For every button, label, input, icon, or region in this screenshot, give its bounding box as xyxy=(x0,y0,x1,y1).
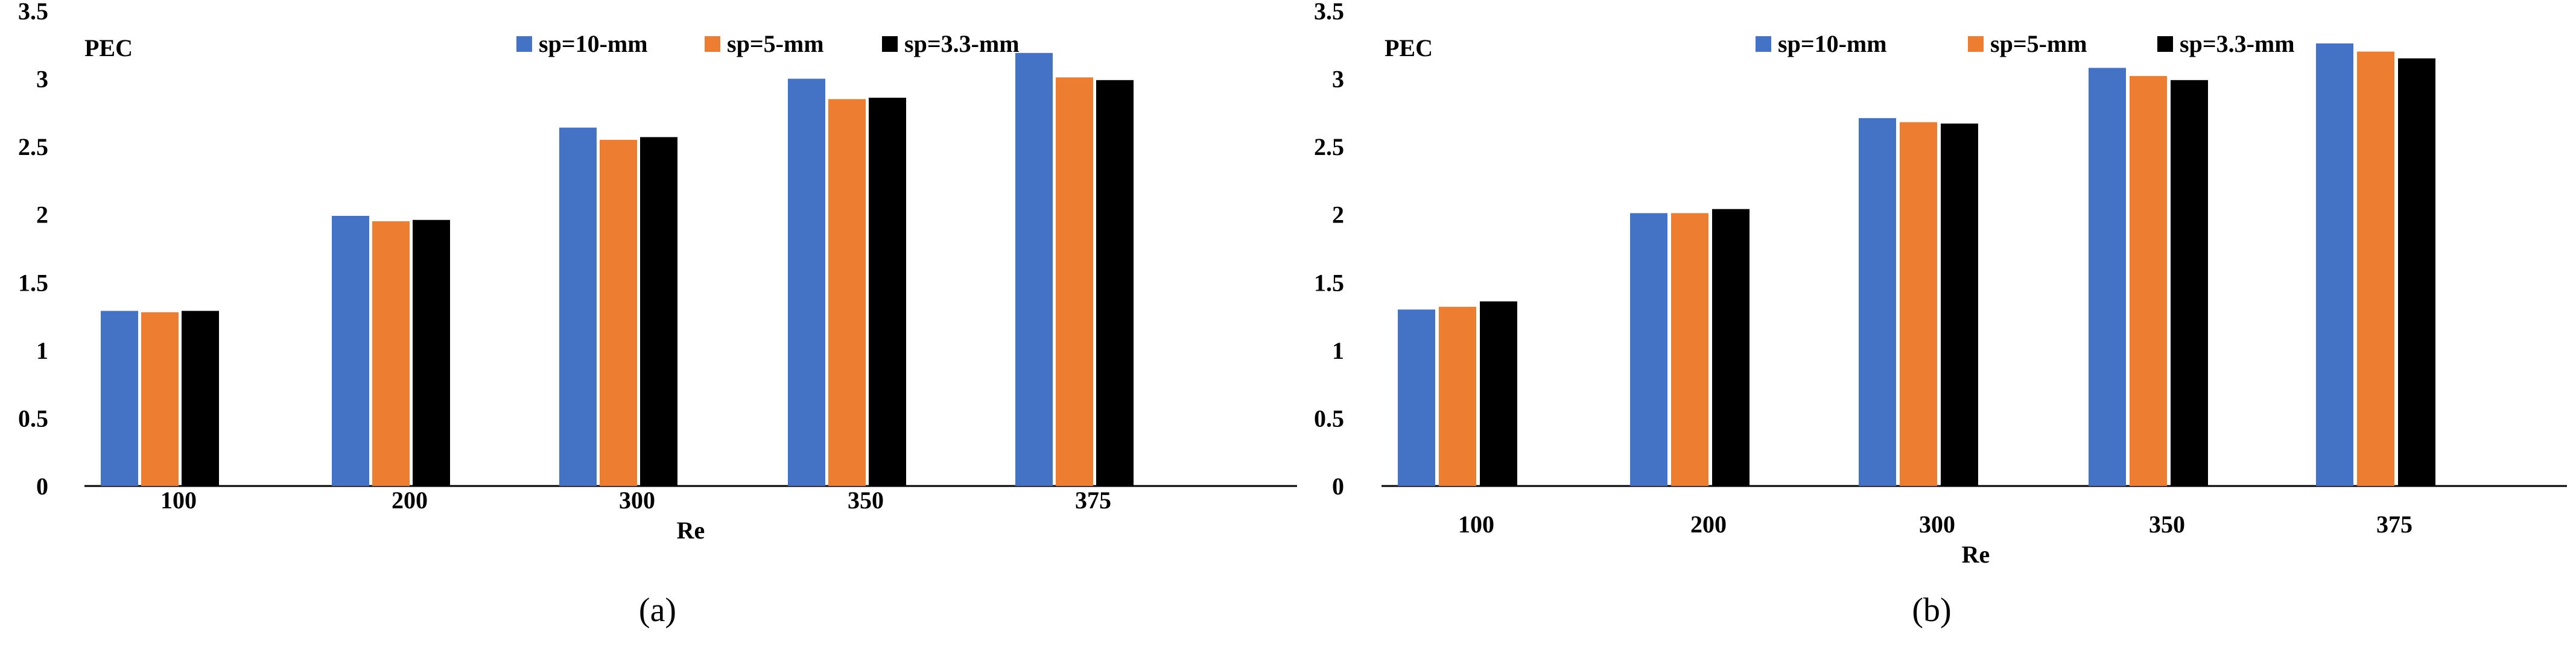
chart-b-xlabel: Re xyxy=(1962,541,1990,568)
chart-a-bar-350-sp=5-mm xyxy=(828,99,866,487)
chart-a-ylabel: PEC xyxy=(84,34,133,62)
chart-b-legend-swatch-0 xyxy=(1756,36,1771,52)
chart-b-bar-100-sp=5-mm xyxy=(1439,306,1476,486)
chart-b-xtick-3: 350 xyxy=(2149,511,2185,538)
chart-a-bar-200-sp=5-mm xyxy=(372,221,410,486)
chart-a-xlabel: Re xyxy=(677,517,705,544)
chart-b-bar-375-sp=5-mm xyxy=(2357,51,2394,487)
chart-b-legend-label-0: sp=10-mm xyxy=(1778,30,1887,57)
chart-b-bar-375-sp=3.3-mm xyxy=(2398,58,2435,487)
chart-b-bar-100-sp=10-mm xyxy=(1398,309,1435,486)
chart-b-ytick-0: 0 xyxy=(1332,473,1344,500)
chart-b-xtick-0: 100 xyxy=(1458,511,1494,538)
chart-a-xtick-1: 200 xyxy=(392,487,428,514)
chart-b-caption: (b) xyxy=(1912,592,1951,629)
chart-b-ytick-5: 2.5 xyxy=(1314,133,1344,160)
chart-b-xticks: 100 200 300 350 375 xyxy=(1458,511,2413,538)
chart-a-legend-swatch-2 xyxy=(882,36,898,52)
chart-a: PEC Re (a) 0 0.5 1 1.5 2 2.5 3 3.5 100 2… xyxy=(18,0,1297,629)
chart-b-xtick-4: 375 xyxy=(2376,511,2413,538)
chart-a-xtick-2: 300 xyxy=(619,487,655,514)
chart-a-bar-350-sp=3.3-mm xyxy=(869,98,906,486)
chart-a-bar-375-sp=3.3-mm xyxy=(1096,80,1134,486)
chart-a-xtick-3: 350 xyxy=(848,487,884,514)
chart-a-ytick-2: 1 xyxy=(36,337,48,364)
chart-a-xtick-4: 375 xyxy=(1075,487,1111,514)
chart-a-legend: sp=10-mm sp=5-mm sp=3.3-mm xyxy=(516,30,1020,57)
chart-b-bar-300-sp=5-mm xyxy=(1900,122,1937,487)
chart-a-bar-375-sp=5-mm xyxy=(1056,77,1093,486)
chart-a-ytick-6: 3 xyxy=(36,66,48,93)
chart-a-ytick-4: 2 xyxy=(36,201,48,229)
chart-a-xticks: 100 200 300 350 375 xyxy=(160,487,1111,514)
chart-a-legend-label-1: sp=5-mm xyxy=(727,30,824,57)
chart-a-ytick-3: 1.5 xyxy=(18,269,48,296)
chart-a-legend-label-0: sp=10-mm xyxy=(539,30,648,57)
chart-a-bar-100-sp=10-mm xyxy=(101,311,138,486)
chart-a-ytick-1: 0.5 xyxy=(18,405,48,432)
chart-b-ylabel: PEC xyxy=(1385,34,1433,62)
chart-a-legend-swatch-1 xyxy=(705,36,720,52)
chart-a-xtick-0: 100 xyxy=(160,487,197,514)
chart-b-bar-200-sp=10-mm xyxy=(1630,213,1667,486)
chart-b-ytick-6: 3 xyxy=(1332,66,1344,93)
chart-b-legend-swatch-2 xyxy=(2157,36,2173,52)
chart-b-bar-200-sp=5-mm xyxy=(1671,213,1708,486)
chart-a-bar-100-sp=3.3-mm xyxy=(182,311,219,486)
chart-b-bar-350-sp=5-mm xyxy=(2130,76,2167,486)
chart-a-bar-350-sp=10-mm xyxy=(788,78,825,487)
chart-b-bar-350-sp=10-mm xyxy=(2089,68,2126,486)
chart-a-legend-label-2: sp=3.3-mm xyxy=(904,30,1020,57)
chart-a-caption: (a) xyxy=(639,592,676,629)
chart-a-bar-300-sp=3.3-mm xyxy=(640,137,677,486)
chart-a-bars xyxy=(101,52,1134,487)
chart-b-bar-100-sp=3.3-mm xyxy=(1480,301,1517,486)
chart-b-ytick-4: 2 xyxy=(1332,201,1344,229)
chart-a-bar-375-sp=10-mm xyxy=(1015,52,1053,486)
chart-b-bar-200-sp=3.3-mm xyxy=(1712,209,1750,486)
chart-b: PEC Re (b) 0 0.5 1 1.5 2 2.5 3 3.5 100 2… xyxy=(1314,0,2567,629)
chart-a-ytick-7: 3.5 xyxy=(18,0,48,25)
chart-b-xtick-2: 300 xyxy=(1919,511,1955,538)
chart-a-bar-300-sp=5-mm xyxy=(600,139,637,486)
chart-b-bar-375-sp=10-mm xyxy=(2316,43,2353,486)
chart-a-ytick-0: 0 xyxy=(36,473,48,500)
chart-b-ytick-1: 0.5 xyxy=(1314,405,1344,432)
chart-b-bar-300-sp=3.3-mm xyxy=(1941,123,1978,486)
chart-b-legend-label-2: sp=3.3-mm xyxy=(2180,30,2295,57)
chart-a-bar-200-sp=3.3-mm xyxy=(413,219,450,486)
chart-b-yticks: 0 0.5 1 1.5 2 2.5 3 3.5 xyxy=(1314,0,1344,500)
chart-a-legend-swatch-0 xyxy=(516,36,532,52)
chart-b-legend-label-1: sp=5-mm xyxy=(1990,30,2087,57)
chart-b-bar-300-sp=10-mm xyxy=(1859,118,1896,486)
chart-a-ytick-5: 2.5 xyxy=(18,133,48,160)
chart-b-ytick-3: 1.5 xyxy=(1314,269,1344,296)
chart-a-bar-200-sp=10-mm xyxy=(332,215,369,486)
chart-a-bar-300-sp=10-mm xyxy=(559,127,597,486)
chart-b-xtick-1: 200 xyxy=(1690,511,1727,538)
chart-b-legend: sp=10-mm sp=5-mm sp=3.3-mm xyxy=(1756,30,2295,57)
chart-b-bar-350-sp=3.3-mm xyxy=(2171,80,2208,486)
chart-b-legend-swatch-1 xyxy=(1968,36,1984,52)
chart-a-bar-100-sp=5-mm xyxy=(141,312,179,486)
chart-b-bars xyxy=(1398,43,2435,487)
chart-b-ytick-7: 3.5 xyxy=(1314,0,1344,25)
chart-a-yticks: 0 0.5 1 1.5 2 2.5 3 3.5 xyxy=(18,0,48,500)
chart-b-ytick-2: 1 xyxy=(1332,337,1344,364)
